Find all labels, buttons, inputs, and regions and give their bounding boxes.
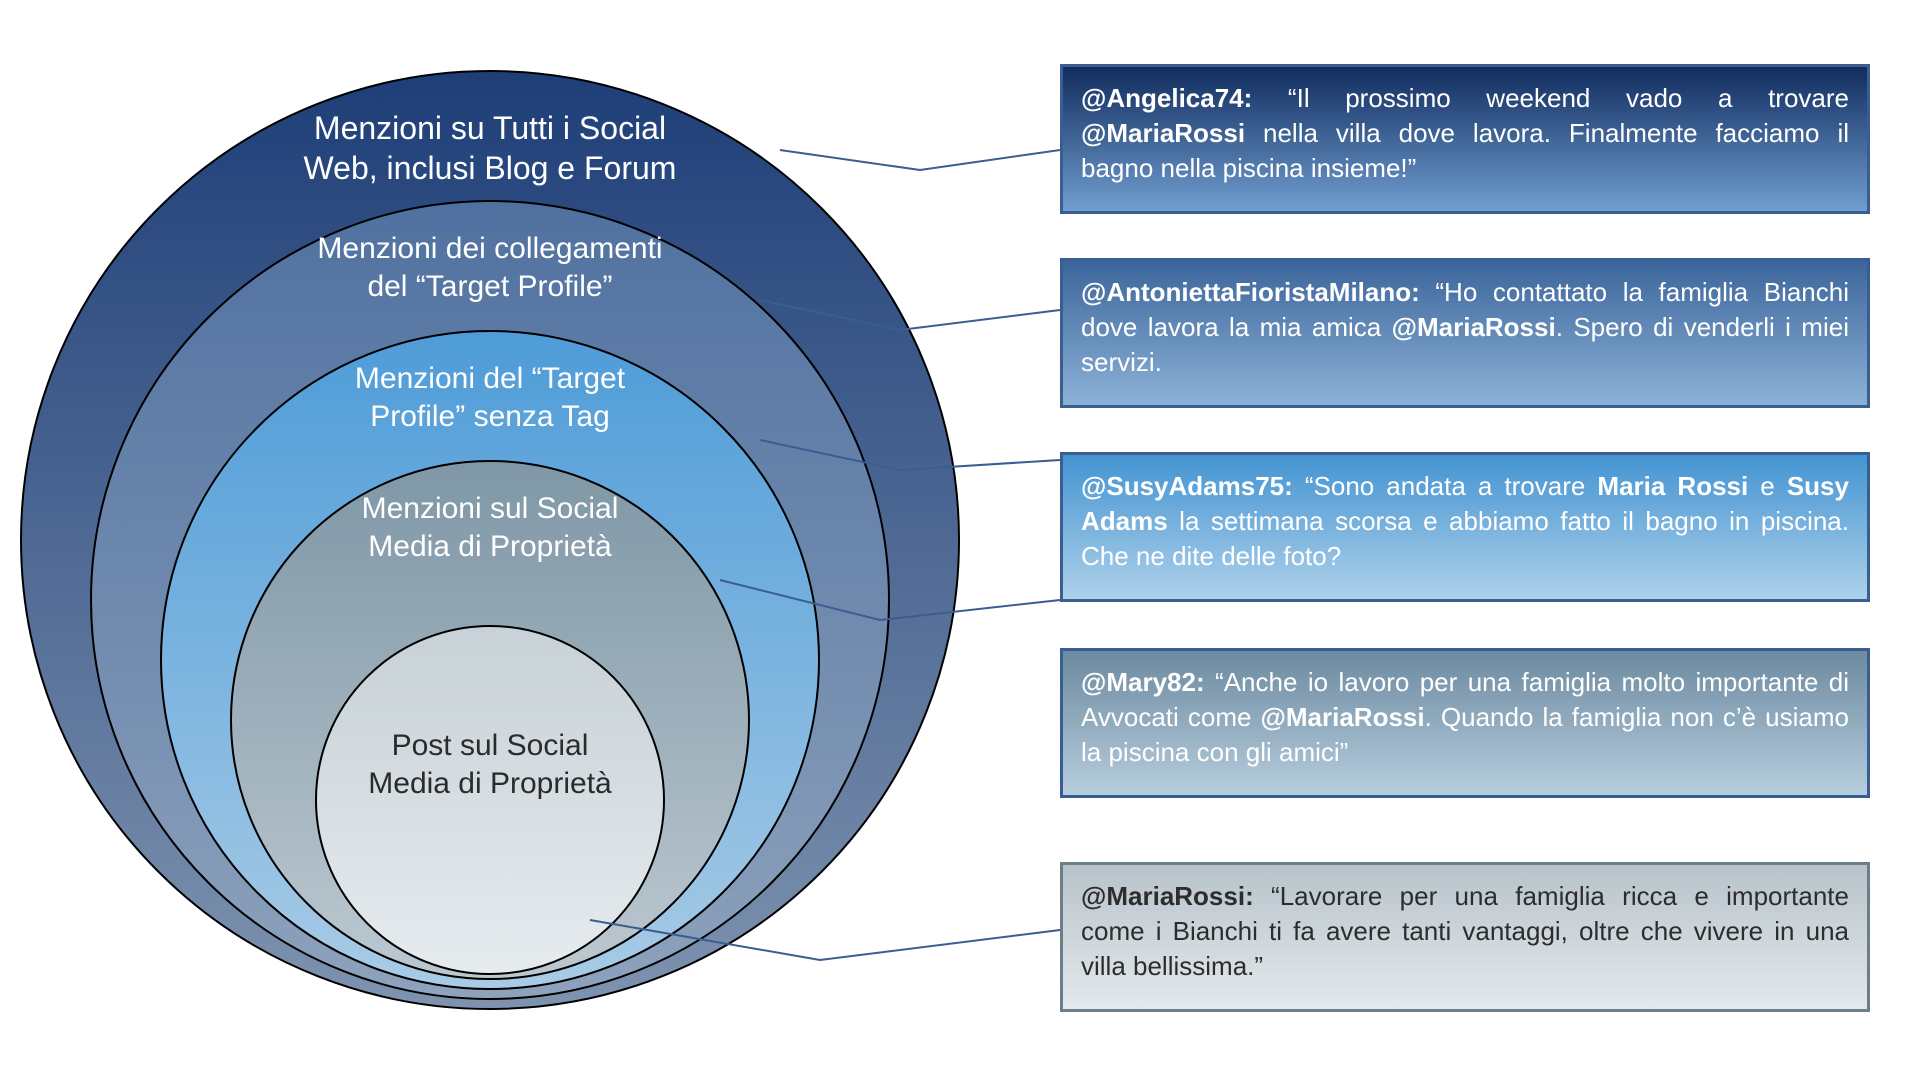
example-card-antonietta: @AntoniettaFioristaMilano: “Ho contattat… [1060, 258, 1870, 408]
handle-4: @AntoniettaFioristaMilano: [1081, 277, 1420, 307]
example-card-mary: @Mary82: “Anche io lavoro per una famigl… [1060, 648, 1870, 798]
ring-label-1-l2: Media di Proprietà [368, 767, 611, 800]
bold3a: Maria Rossi [1597, 471, 1748, 501]
ring-label-4-l1: Menzioni dei collegamenti [317, 232, 662, 265]
example-card-maria: @MariaRossi: “Lavorare per una famiglia … [1060, 862, 1870, 1012]
example-card-susy: @SusyAdams75: “Sono andata a trovare Mar… [1060, 452, 1870, 602]
ring-label-1: Post sul Social Media di Proprietà [317, 727, 663, 802]
bold5: @MariaRossi [1081, 118, 1245, 148]
ring-label-2-l1: Menzioni sul Social [362, 492, 619, 525]
ring-label-1-l1: Post sul Social [392, 729, 589, 762]
body3b: la settimana scorsa e abbiamo fatto il b… [1081, 506, 1849, 571]
ring-owned-posts: Post sul Social Media di Proprietà [315, 625, 665, 975]
body5a: “Il prossimo weekend vado a trovare [1252, 83, 1849, 113]
ring-label-5: Menzioni su Tutti i Social Web, inclusi … [22, 108, 958, 188]
bold4: @MariaRossi [1392, 312, 1556, 342]
ring-label-5-l1: Menzioni su Tutti i Social [314, 110, 666, 146]
diagram-stage: Menzioni su Tutti i Social Web, inclusi … [0, 0, 1920, 1080]
bold2: @MariaRossi [1261, 702, 1425, 732]
ring-label-2-l2: Media di Proprietà [368, 530, 611, 563]
handle-1: @MariaRossi: [1081, 881, 1254, 911]
handle-2: @Mary82: [1081, 667, 1205, 697]
body3a: “Sono andata a trovare [1293, 471, 1598, 501]
body3m: e [1748, 471, 1787, 501]
ring-label-5-l2: Web, inclusi Blog e Forum [304, 150, 677, 186]
ring-label-4: Menzioni dei collegamenti del “Target Pr… [92, 230, 888, 305]
ring-label-3-l1: Menzioni del “Target [355, 362, 625, 395]
ring-label-4-l2: del “Target Profile” [367, 270, 612, 303]
handle-5: @Angelica74: [1081, 83, 1252, 113]
example-card-angelica: @Angelica74: “Il prossimo weekend vado a… [1060, 64, 1870, 214]
handle-3: @SusyAdams75: [1081, 471, 1293, 501]
ring-label-2: Menzioni sul Social Media di Proprietà [232, 490, 748, 565]
ring-label-3: Menzioni del “Target Profile” senza Tag [162, 360, 818, 435]
ring-label-3-l2: Profile” senza Tag [370, 400, 610, 433]
